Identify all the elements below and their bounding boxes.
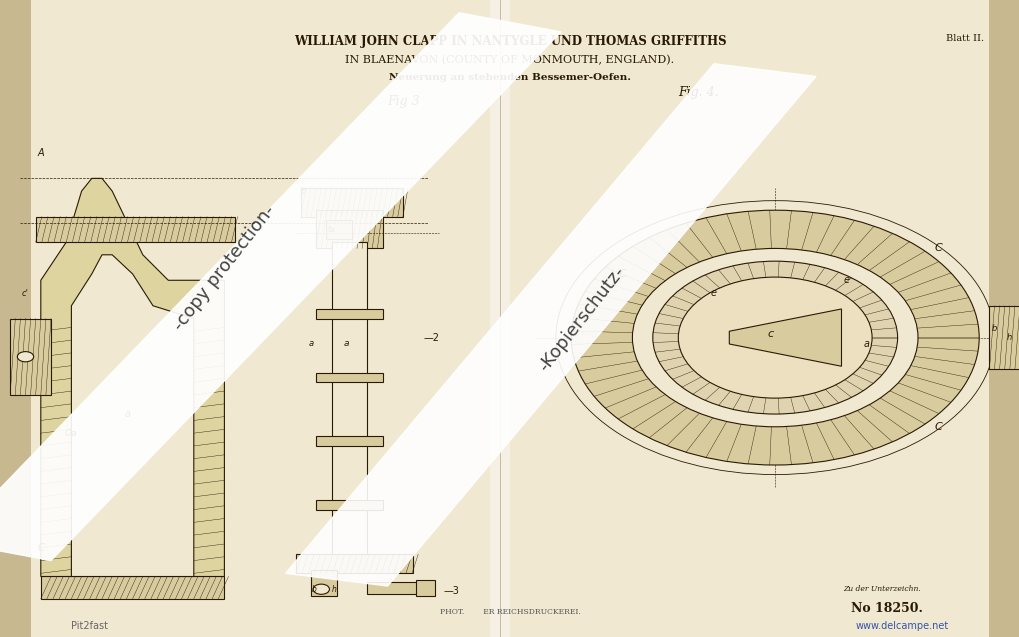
Bar — [41, 576, 224, 599]
Text: c: c — [766, 329, 772, 340]
Polygon shape — [71, 255, 194, 576]
Bar — [10, 318, 51, 395]
Text: Pit2fast: Pit2fast — [71, 620, 108, 631]
Text: b: b — [990, 324, 997, 333]
Bar — [36, 217, 234, 242]
Polygon shape — [41, 178, 224, 576]
Text: b: b — [300, 187, 306, 196]
Text: a: a — [124, 409, 130, 419]
Circle shape — [632, 248, 917, 427]
Text: C: C — [933, 243, 942, 254]
Polygon shape — [285, 64, 815, 586]
Bar — [367, 582, 418, 594]
Bar — [296, 554, 413, 573]
Bar — [988, 0, 1019, 637]
Text: PHOT.        ER REICHSDRUCKEREI.: PHOT. ER REICHSDRUCKEREI. — [439, 608, 580, 615]
Circle shape — [571, 210, 978, 465]
Text: Neuerung an stehenden Bessemer-Oefen.: Neuerung an stehenden Bessemer-Oefen. — [388, 73, 631, 82]
Text: C: C — [38, 543, 44, 553]
Bar — [331, 242, 367, 561]
Text: e: e — [710, 288, 716, 298]
Polygon shape — [0, 13, 560, 561]
Bar — [311, 570, 336, 596]
Text: C: C — [618, 269, 626, 279]
Text: Oa: Oa — [65, 429, 77, 438]
Text: No 18250.: No 18250. — [851, 602, 922, 615]
Bar — [316, 436, 382, 446]
Circle shape — [17, 352, 34, 362]
Text: A: A — [38, 148, 44, 158]
Bar — [316, 210, 382, 248]
Bar — [489, 0, 510, 637]
Text: WILLIAM JOHN CLAPP IN NANTYGLE UND THOMAS GRIFFITHS: WILLIAM JOHN CLAPP IN NANTYGLE UND THOMA… — [293, 35, 726, 48]
Text: h: h — [332, 585, 336, 594]
Text: a: a — [863, 339, 869, 349]
Text: Fig 3: Fig 3 — [387, 96, 420, 108]
Bar — [316, 309, 382, 318]
Bar — [316, 500, 382, 510]
Text: h: h — [1006, 333, 1012, 342]
Text: a: a — [308, 340, 314, 348]
Bar — [0, 0, 31, 637]
Text: www.delcampe.net: www.delcampe.net — [855, 620, 948, 631]
Bar — [301, 188, 403, 217]
Text: Zu der Unterzeichn.: Zu der Unterzeichn. — [843, 585, 920, 593]
Text: Fig. 4.: Fig. 4. — [678, 86, 718, 99]
Circle shape — [678, 277, 871, 398]
Bar — [316, 373, 382, 382]
Text: b₂: b₂ — [327, 225, 335, 234]
Bar — [416, 580, 434, 596]
Bar — [988, 306, 1019, 369]
Text: -copy protection-: -copy protection- — [170, 201, 278, 334]
Circle shape — [652, 261, 897, 414]
Bar — [326, 220, 352, 239]
Text: a: a — [343, 340, 350, 348]
Text: c': c' — [22, 289, 29, 297]
Text: e: e — [843, 275, 849, 285]
Text: C: C — [933, 422, 942, 432]
Text: —3: —3 — [443, 586, 460, 596]
Circle shape — [313, 584, 329, 594]
Text: IN BLAENAVON (COUNTY OF MONMOUTH, ENGLAND).: IN BLAENAVON (COUNTY OF MONMOUTH, ENGLAN… — [345, 55, 674, 66]
Polygon shape — [729, 309, 841, 366]
Text: Blatt II.: Blatt II. — [946, 34, 983, 43]
Text: -Kopierschutz-: -Kopierschutz- — [534, 262, 628, 375]
Text: —2: —2 — [423, 333, 439, 343]
Text: b: b — [312, 585, 316, 594]
